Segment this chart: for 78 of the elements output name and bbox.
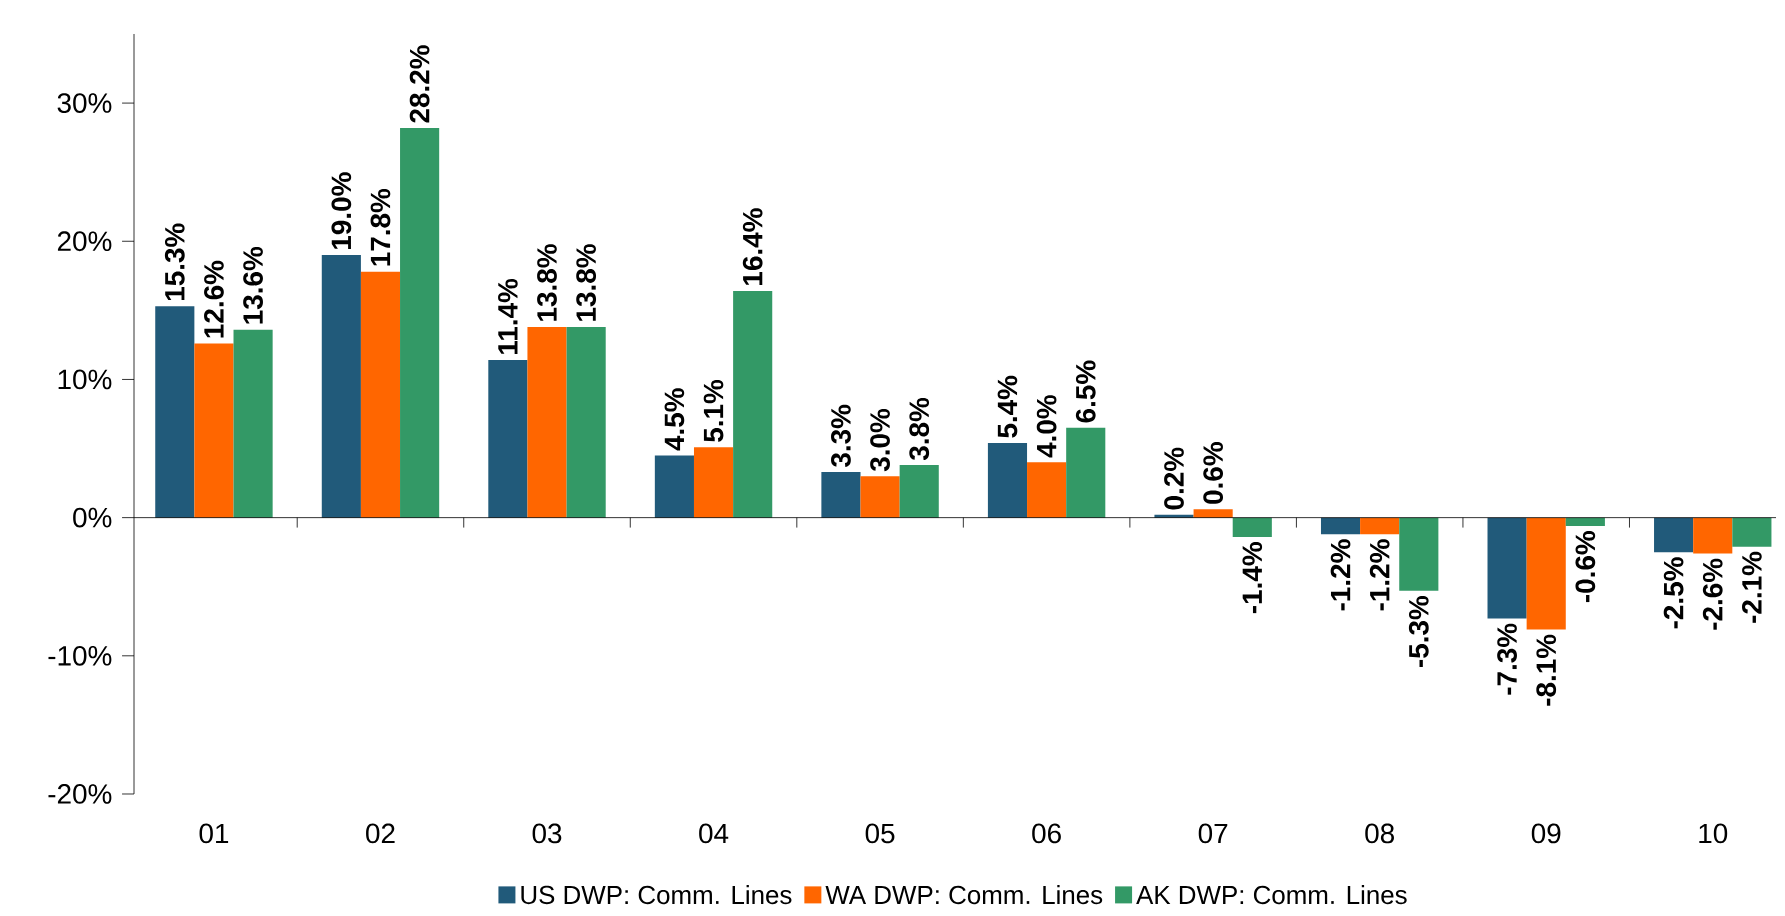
bar [194,343,234,518]
data-label: -1.4% [1242,542,1263,614]
y-tick-label: -20% [48,784,112,804]
data-label: 3.8% [909,397,930,461]
y-tick-label: 30% [57,93,112,113]
bar [693,447,734,518]
bar [1232,517,1272,537]
data-label: -5.3% [1408,595,1429,668]
bar [321,255,361,518]
x-tick-label: 06 [1032,823,1061,844]
data-label: 3.3% [831,404,851,467]
data-label: 11.4% [498,278,518,354]
bar [488,360,528,518]
bar [1066,427,1106,518]
x-tick-label: 07 [1198,823,1228,844]
x-tick-label: 03 [532,823,562,844]
y-tick-label: 20% [57,231,112,252]
bar [860,476,900,518]
data-label: 28.2% [409,45,430,123]
data-label: 4.0% [1036,395,1057,458]
y-tick-label: -10% [48,645,112,666]
bar [733,291,773,518]
data-label: 5.4% [997,375,1018,438]
data-label: 3.0% [870,408,890,472]
data-label: 13.8% [537,244,557,321]
x-tick-label: 10 [1699,823,1728,844]
data-label: -7.3% [1497,623,1517,695]
y-tick-label: 0% [73,507,112,528]
bar [1693,517,1733,554]
data-label: -1.2% [1369,539,1390,611]
data-label: -8.1% [1536,634,1557,706]
data-label: -2.6% [1702,558,1723,630]
bar [566,326,606,518]
x-tick-label: 09 [1531,823,1561,844]
data-label: -0.6% [1575,531,1596,603]
legend-label: US DWP: Comm. Lines [521,885,792,905]
bar [987,443,1028,518]
data-label: 12.6% [204,260,224,338]
data-label: 4.5% [664,388,685,451]
legend-label: WA DWP: Comm. Lines [825,885,1103,905]
legend-label: AK DWP: Comm. Lines [1136,885,1407,905]
data-label: 19.0% [331,172,352,249]
x-tick-label: 08 [1365,823,1394,844]
bar [1526,517,1566,630]
bar [527,326,567,518]
x-tick-label: 05 [865,823,895,844]
bar [1027,462,1067,518]
bar [233,329,273,518]
bar [821,472,861,518]
x-tick-label: 02 [366,823,395,844]
data-label: 17.8% [370,188,391,266]
data-label: 0.6% [1203,442,1224,504]
data-label: 16.4% [742,208,763,285]
bar [360,271,401,518]
x-tick-label: 04 [699,823,729,844]
data-label: 15.3% [164,223,185,301]
data-label: 5.1% [703,379,724,442]
data-label: 13.6% [243,246,263,324]
bar [1399,517,1439,591]
bar [1360,517,1400,535]
bar [1320,517,1361,535]
bar [1565,517,1605,526]
x-tick-label: 01 [199,823,229,844]
data-label: 6.5% [1075,360,1096,423]
data-label: -2.5% [1663,557,1684,629]
bar [155,306,195,518]
data-label: 13.8% [576,244,597,321]
bar [1732,517,1772,547]
data-label: -2.1% [1742,551,1762,623]
bar [1193,509,1233,518]
data-label: 0.2% [1164,447,1184,510]
bar [400,127,440,518]
bar [1654,517,1694,553]
data-label: -1.2% [1330,539,1351,611]
bar [1487,517,1527,619]
bar [654,455,694,518]
bar [899,465,939,518]
y-tick-label: 10% [58,369,112,390]
